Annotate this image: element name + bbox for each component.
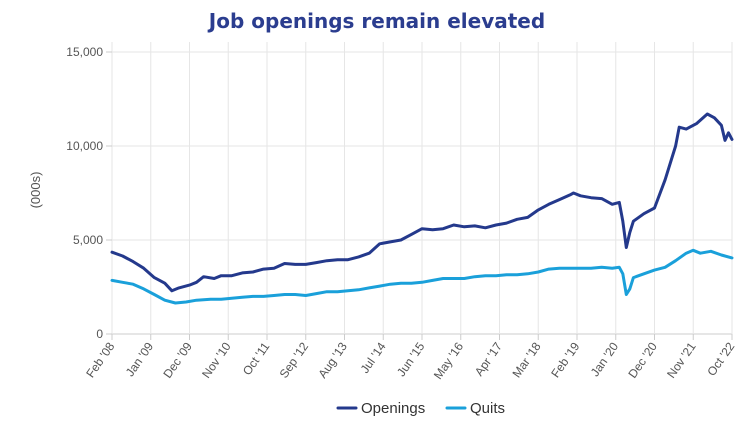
x-tick-label: Oct '11	[240, 339, 273, 377]
legend-item-openings[interactable]: Openings	[336, 400, 425, 417]
x-tick-label: Jun '15	[394, 339, 428, 379]
y-tick-label: 5,000	[73, 233, 103, 247]
series-line-quits	[110, 248, 734, 305]
series-line-openings	[110, 112, 734, 293]
x-tick-label: Feb '08	[83, 339, 117, 380]
x-tick-label: Dec '09	[160, 339, 195, 380]
y-tick-label: 10,000	[66, 139, 103, 153]
y-axis-ticks: 0 5,000 10,000 15,000	[66, 45, 112, 341]
legend-label: Quits	[470, 400, 505, 417]
x-tick-label: Aug '13	[315, 339, 350, 380]
x-tick-label: Oct '22	[704, 339, 737, 378]
legend[interactable]: Openings Quits	[336, 400, 505, 417]
x-tick-label: Jan '09	[123, 339, 157, 379]
x-tick-label: Mar '18	[510, 339, 544, 380]
x-tick-label: Feb '19	[548, 339, 582, 380]
x-tick-label: Nov '21	[664, 339, 699, 380]
legend-label: Openings	[361, 400, 425, 417]
x-tick-label: Apr '17	[472, 339, 505, 378]
x-tick-label: May '16	[431, 339, 467, 381]
y-axis-label: (000s)	[28, 172, 43, 209]
x-tick-label: Jan '20	[588, 339, 622, 379]
x-tick-label: Nov '10	[199, 339, 234, 380]
y-tick-label: 0	[96, 327, 103, 341]
series-lines	[110, 112, 734, 305]
legend-item-quits[interactable]: Quits	[445, 400, 505, 417]
x-tick-label: Sep '12	[277, 339, 312, 380]
x-axis-ticks: Feb '08 Jan '09 Dec '09 Nov '10 Oct '11 Sep '…	[83, 334, 738, 382]
y-tick-label: 15,000	[66, 45, 103, 59]
x-tick-label: Jul '14	[358, 339, 389, 375]
chart-title: Job openings remain elevated	[207, 9, 545, 33]
gridlines	[111, 42, 733, 335]
x-tick-label: Dec '20	[625, 339, 660, 380]
